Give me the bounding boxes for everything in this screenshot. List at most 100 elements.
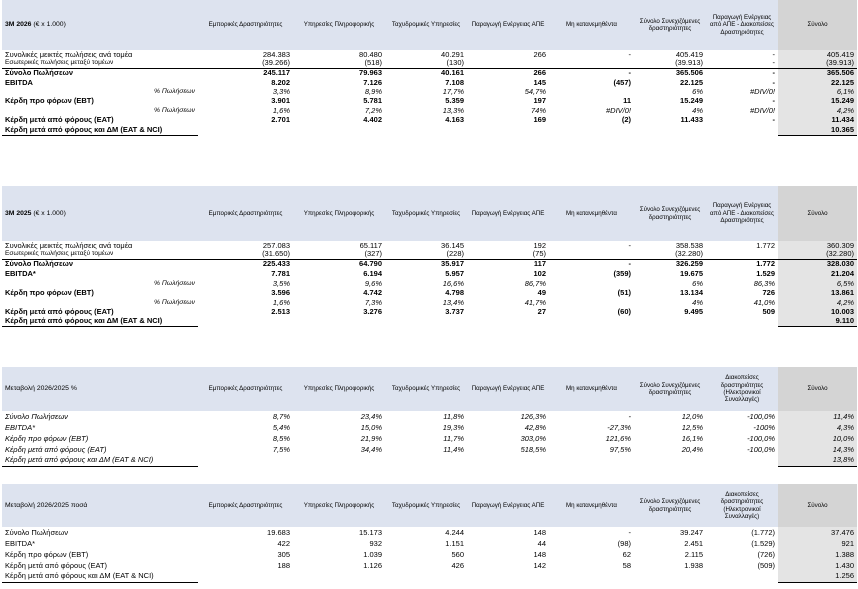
value-cell: 405.419 (675, 50, 703, 59)
value-cell: (32.280) (675, 250, 703, 259)
total-cell: 11,4% (778, 411, 857, 422)
value-cell: -100,0% (747, 444, 775, 454)
value-cell: 1.039 (363, 549, 382, 559)
value-cell: 41,7% (524, 298, 546, 307)
column-header: Παραγωγή Ενέργειας ΑΠΕ (467, 0, 549, 50)
value-cell: 11,4% (443, 444, 464, 454)
table-row: Κέρδη προ φόρων (EBT) 8,5% 21,9% 11,7% 303,0… (2, 433, 857, 444)
data-table: Μεταβολή 2026/2025 ποσά Εμπορικές Δραστηρ… (2, 484, 857, 583)
total-cell: 14,3% (778, 444, 857, 455)
data-table: 3M 2025 (€ x 1.000) Εμπορικές Δραστηριότη… (2, 186, 857, 327)
column-header: Ταχυδρομικές Υπηρεσίες (385, 0, 467, 50)
value-cell (385, 455, 467, 466)
segment-table-3m-2025: 3M 2025 (€ x 1.000) Εμπορικές Δραστηριότη… (2, 186, 857, 327)
column-header-total: Σύνολο (778, 484, 857, 527)
value-cell: 9.495 (684, 307, 703, 316)
value-cell: 12,5% (681, 422, 703, 432)
table-row: Σύνολο Πωλήσεων 245.117 79.963 40.161 266-36… (2, 67, 857, 78)
value-cell: 266 (467, 67, 549, 78)
table-row: EBITDA* 422 932 1.151 44 (98) 2.451 (1.529) 921 (2, 538, 857, 549)
value-cell: 41,0% (753, 298, 775, 307)
value-cell: 266 (533, 50, 546, 59)
table-row: Εσωτερικές πωλήσεις μεταξύ τομέων (39.266… (2, 59, 857, 68)
value-cell: 2.701 (271, 115, 290, 124)
value-cell: 257.083 (262, 241, 290, 250)
value-cell (467, 571, 549, 582)
row-label: Σύνολο Πωλήσεων (5, 527, 69, 537)
value-cell (549, 317, 634, 326)
table-row: Κέρδη μετά από φόρους και ΔΜ (EAT & NCI)… (2, 571, 857, 583)
value-cell: 13.134 (680, 288, 703, 297)
value-cell: (2) (621, 115, 631, 124)
value-cell: - (628, 50, 632, 59)
value-cell: 1.938 (684, 560, 703, 570)
value-cell: 6.194 (363, 269, 382, 278)
value-cell: 19,3% (442, 422, 464, 432)
value-cell: 34,4% (360, 444, 382, 454)
value-cell (385, 571, 467, 582)
value-cell: 7,2% (364, 106, 382, 115)
value-cell: 326.259 (634, 258, 706, 269)
value-cell: 36.145 (441, 241, 464, 250)
value-cell: 3,5% (272, 279, 290, 288)
table-title: Μεταβολή 2026/2025 ποσά (2, 484, 198, 527)
value-cell: - (706, 67, 778, 78)
value-cell: (98) (617, 538, 631, 548)
table-row: EBITDA* 5,4% 15,0% 19,3% 42,8% -27,3% 12,5% -10… (2, 422, 857, 433)
value-cell: 8,5% (272, 433, 290, 443)
value-cell: 365.506 (634, 67, 706, 78)
row-label: EBITDA* (5, 269, 36, 278)
value-cell: 192 (533, 241, 546, 250)
row-label: % Πωλήσεων (153, 87, 195, 95)
value-cell: 422 (277, 538, 290, 548)
row-label: Σύνολο Πωλήσεων (5, 411, 68, 421)
value-cell (706, 125, 778, 135)
value-cell (549, 455, 634, 466)
value-cell: - (628, 411, 632, 421)
value-cell (385, 125, 467, 135)
table-row: Κέρδη μετά από φόρους (EAT) 2.513 3.276 3.7… (2, 307, 857, 317)
value-cell: 6% (692, 279, 703, 288)
value-cell: 1.529 (756, 269, 775, 278)
value-cell: #DIV/0! (749, 106, 775, 115)
data-table: Μεταβολή 2026/2025 % Εμπορικές Δραστηριότ… (2, 367, 857, 467)
column-header: Ταχυδρομικές Υπηρεσίες (385, 186, 467, 241)
total-cell: 9.110 (778, 317, 857, 327)
value-cell: 11,8% (443, 411, 464, 421)
value-cell: -100,0% (747, 411, 775, 421)
value-cell (549, 279, 634, 288)
value-cell: 305 (277, 549, 290, 559)
column-header: Σύνολο Συνεχιζόμενες δραστηριότητες (634, 186, 706, 241)
value-cell (549, 571, 634, 582)
table-title: 3M 2026 (€ x 1.000) (2, 0, 198, 50)
row-label: % Πωλήσεων (153, 279, 195, 287)
table-row: % Πωλήσεων 1,6% 7,2% 13,3% 74% #DIV/0! 4% #DIV/… (2, 106, 857, 115)
value-cell (467, 317, 549, 326)
total-cell: 328.030 (778, 258, 857, 269)
total-cell: 15.249 (778, 96, 857, 106)
value-cell: 8.202 (271, 78, 290, 87)
column-header: Εμπορικές Δραστηριότητες (198, 484, 293, 527)
value-cell: 1.772 (756, 241, 775, 250)
value-cell: - (628, 527, 632, 537)
column-header: Εμπορικές Δραστηριότητες (198, 0, 293, 50)
value-cell: 5,4% (272, 422, 290, 432)
value-cell: 21,9% (360, 433, 382, 443)
table-row: EBITDA* 7.781 6.194 5.957 102 (359) 19.675 1.52… (2, 269, 857, 279)
value-cell: - (772, 50, 776, 59)
row-label: Εσωτερικές πωλήσεις μεταξύ τομέων (5, 59, 114, 67)
value-cell (634, 317, 706, 326)
row-label: Κέρδη μετά από φόρους (EAT) (5, 444, 107, 454)
value-cell: 6% (692, 87, 703, 96)
value-cell: 54,7% (524, 87, 546, 96)
value-cell: 49 (537, 288, 546, 297)
value-cell: (509) (757, 560, 775, 570)
value-cell: 20,4% (681, 444, 703, 454)
total-cell: 921 (778, 538, 857, 549)
value-cell: 5.781 (363, 96, 382, 105)
row-label: Κέρδη μετά από φόρους και ΔΜ (EAT & NCI) (2, 455, 198, 467)
value-cell: (228) (446, 250, 464, 259)
value-cell: 79.963 (293, 67, 385, 78)
total-cell: 37.476 (778, 527, 857, 538)
total-cell: 13.861 (778, 288, 857, 298)
